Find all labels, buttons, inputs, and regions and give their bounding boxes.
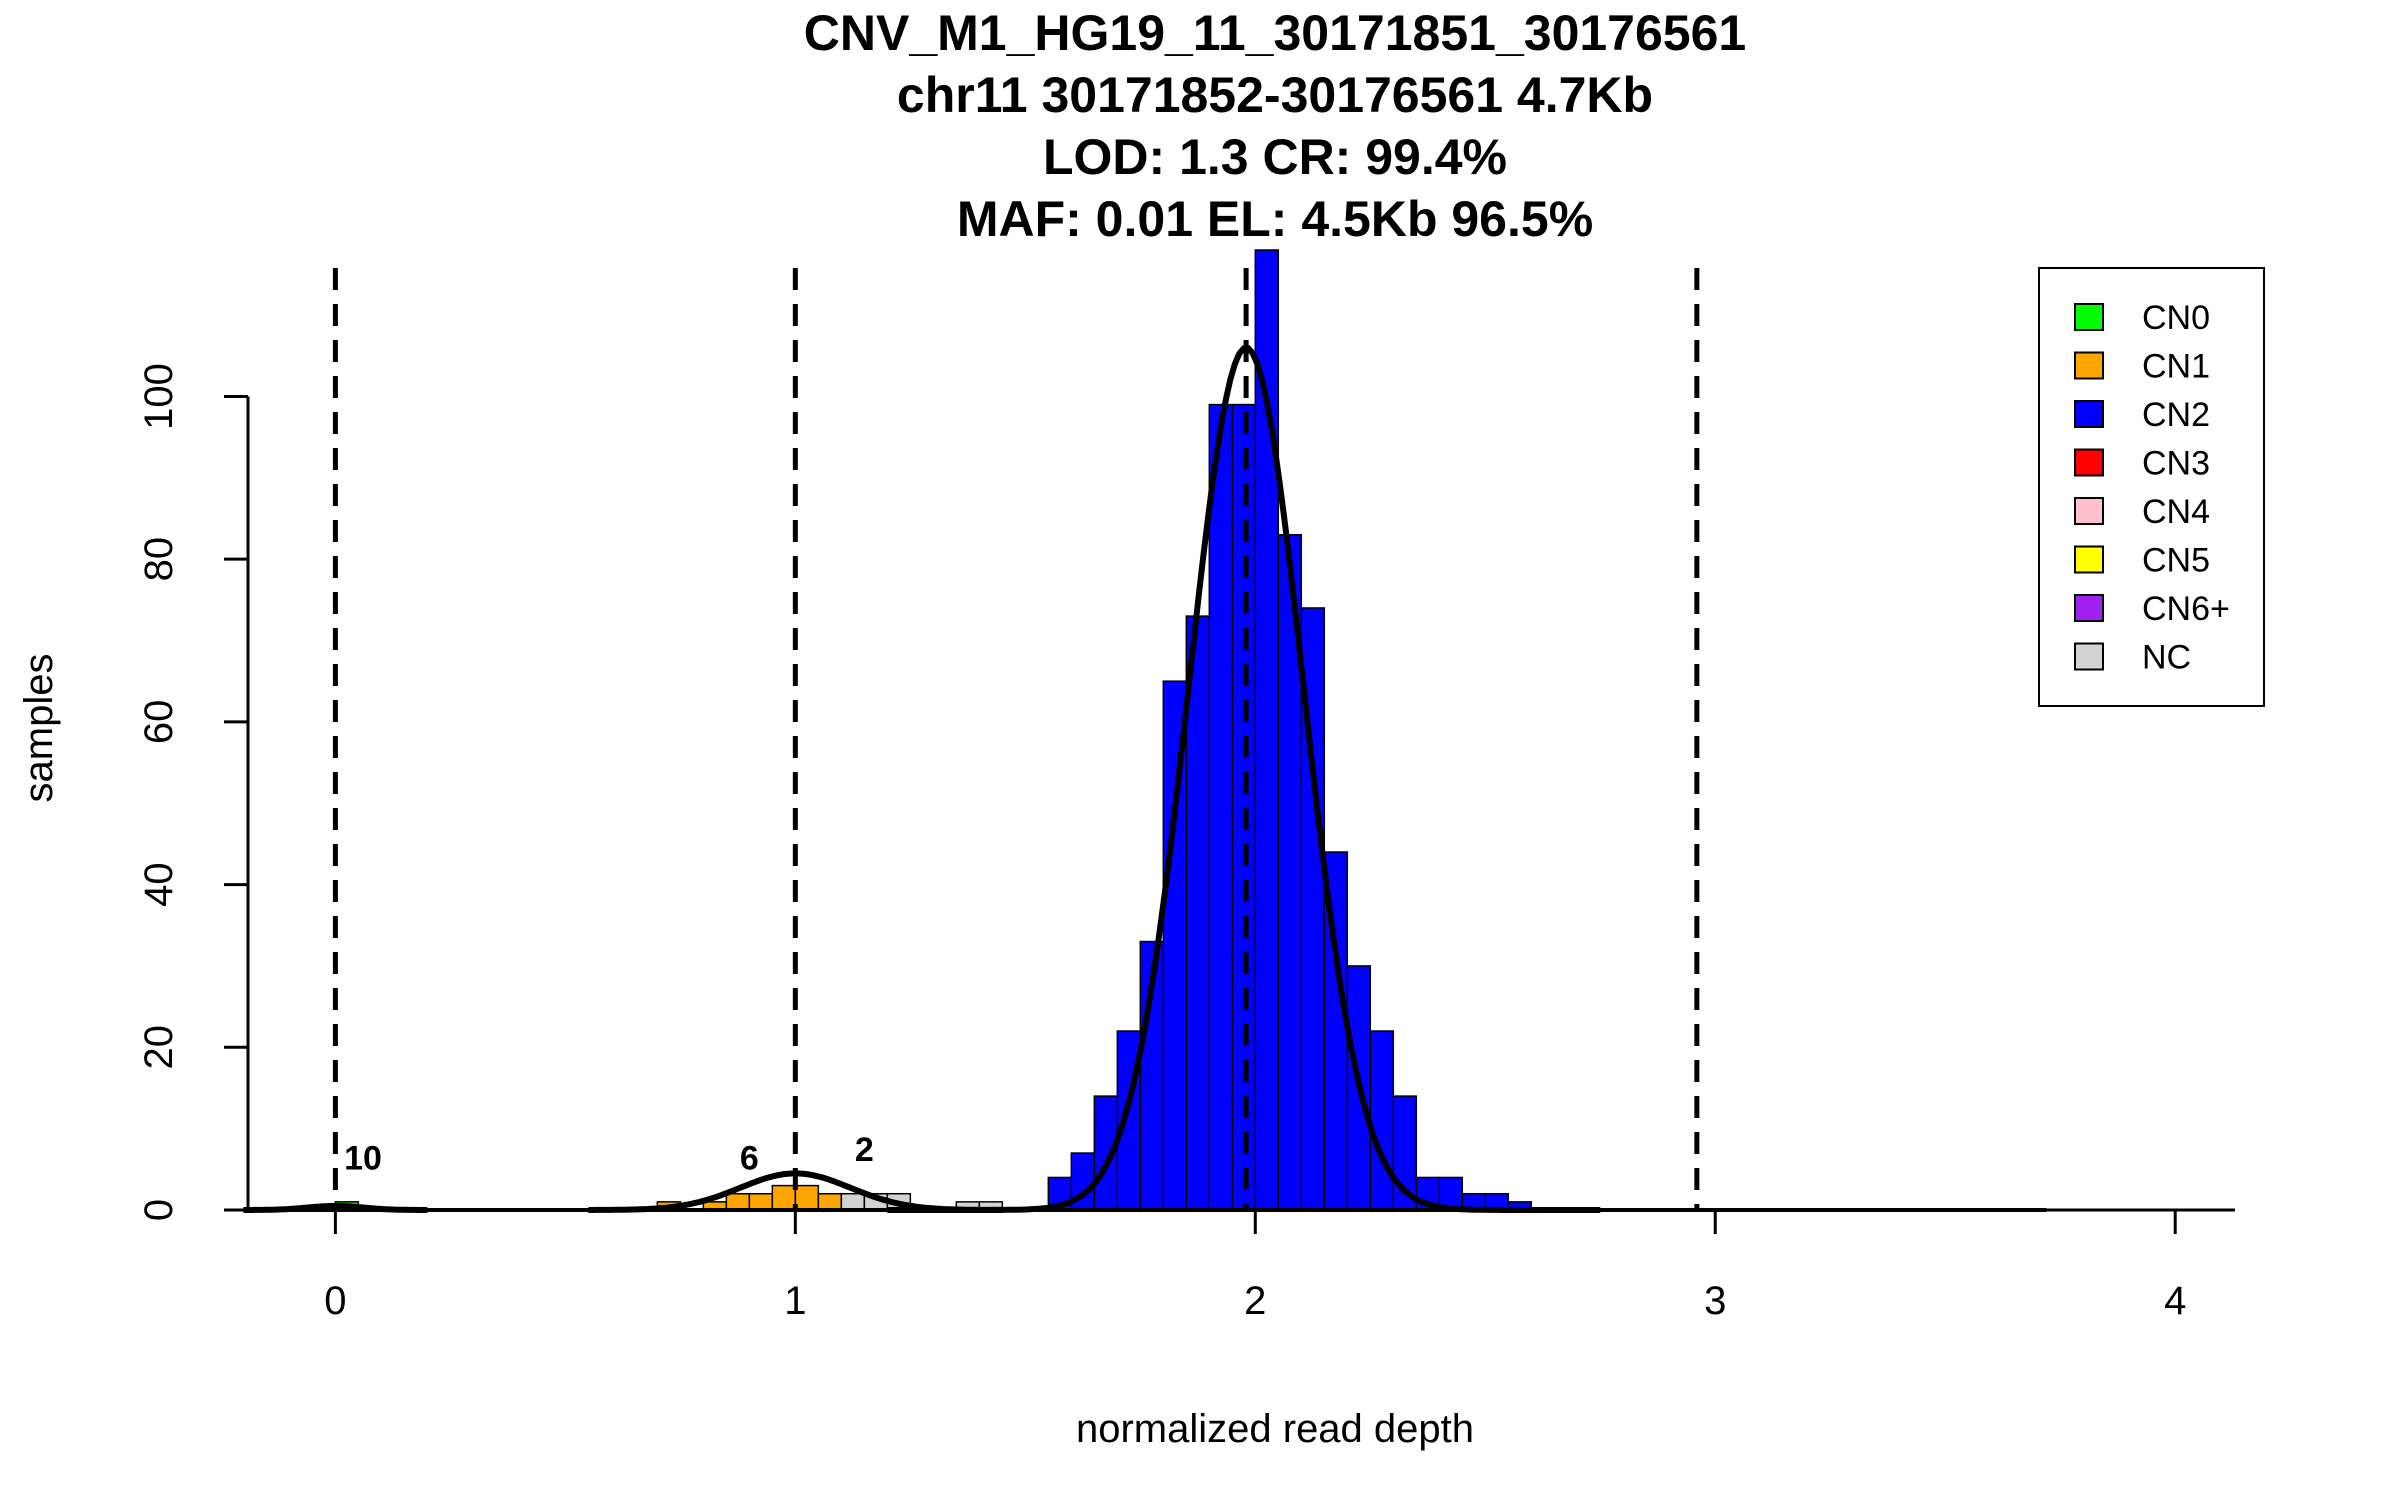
- y-axis-ticks: 0 20 40 60 80 100: [137, 363, 248, 1221]
- x-tick-label: 1: [784, 1279, 806, 1323]
- x-tick-label: 2: [1244, 1279, 1266, 1323]
- chart-title: CNV_M1_HG19_11_30171851_30176561 chr11 3…: [804, 5, 1746, 247]
- legend-label: CN4: [2142, 493, 2210, 531]
- legend-swatch: [2074, 497, 2104, 525]
- histogram-bar: [748, 1192, 774, 1211]
- legend-swatch: [2074, 303, 2104, 331]
- legend: CN0 CN1 CN2 CN3 CN4 CN5 CN6+ NC: [2038, 267, 2265, 707]
- legend-label: CN5: [2142, 542, 2210, 580]
- legend-swatch: [2074, 351, 2104, 380]
- legend-label: CN1: [2142, 348, 2210, 386]
- title-line-1: CNV_M1_HG19_11_30171851_30176561: [804, 5, 1746, 61]
- legend-swatch: [2074, 642, 2104, 671]
- legend-label: NC: [2142, 639, 2191, 677]
- title-line-3: LOD: 1.3 CR: 99.4%: [1043, 129, 1507, 185]
- legend-swatch: [2074, 400, 2104, 428]
- legend-label: CN0: [2142, 299, 2210, 337]
- histogram-bar: [771, 1184, 797, 1211]
- legend-swatch: [2074, 545, 2104, 574]
- count-annotation: 2: [855, 1131, 874, 1169]
- x-tick-label: 0: [324, 1279, 346, 1323]
- x-tick-label: 4: [2164, 1279, 2186, 1323]
- count-annotation: 10: [344, 1139, 382, 1177]
- legend-swatch: [2074, 448, 2104, 477]
- count-annotation: 6: [740, 1139, 759, 1177]
- y-tick-label: 80: [137, 537, 181, 582]
- y-tick-label: 100: [137, 363, 181, 430]
- legend-box: [2038, 267, 2265, 707]
- histogram-bar: [817, 1192, 843, 1211]
- histogram-bar: [794, 1184, 820, 1211]
- x-axis-label: normalized read depth: [1076, 1407, 1474, 1451]
- y-axis: 0 20 40 60 80 100 samples: [17, 363, 250, 1221]
- x-axis-ticks: 0 1 2 3 4: [324, 1210, 2186, 1323]
- legend-swatch: [2074, 594, 2104, 622]
- histogram-bar: [1208, 403, 1234, 1211]
- legend-label: CN2: [2142, 396, 2210, 434]
- y-tick-label: 0: [137, 1199, 181, 1221]
- histogram-bar: [725, 1192, 751, 1211]
- title-line-4: MAF: 0.01 EL: 4.5Kb 96.5%: [957, 191, 1593, 247]
- count-annotations: 10 6 2: [344, 1131, 874, 1177]
- y-tick-label: 60: [137, 700, 181, 745]
- y-tick-label: 20: [137, 1025, 181, 1070]
- y-tick-label: 40: [137, 862, 181, 907]
- histogram-bar: [840, 1192, 866, 1211]
- legend-label: CN3: [2142, 445, 2210, 483]
- x-tick-label: 3: [1704, 1279, 1726, 1323]
- histogram-bar: [1369, 1030, 1395, 1211]
- x-axis: 0 1 2 3 4 normalized read depth: [248, 1208, 2235, 1451]
- legend-label: CN6+: [2142, 590, 2230, 628]
- title-line-2: chr11 30171852-30176561 4.7Kb: [897, 67, 1653, 123]
- histogram-bar: [1185, 615, 1211, 1211]
- y-axis-label: samples: [17, 654, 61, 803]
- cutoff-lines: [332, 268, 1700, 1210]
